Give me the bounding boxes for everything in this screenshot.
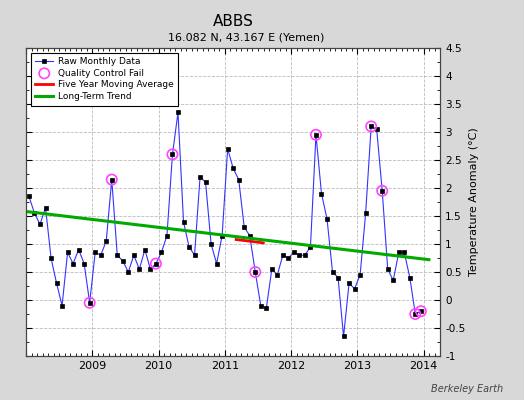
Quality Control Fail: [417, 308, 425, 314]
Quality Control Fail: [378, 188, 386, 194]
Line: Five Year Moving Average: Five Year Moving Average: [236, 240, 264, 243]
Line: Raw Monthly Data: Raw Monthly Data: [27, 111, 422, 338]
Raw Monthly Data: [296, 253, 302, 258]
Y-axis label: Temperature Anomaly (°C): Temperature Anomaly (°C): [470, 128, 479, 276]
Quality Control Fail: [411, 311, 420, 317]
Raw Monthly Data: [175, 110, 181, 115]
Raw Monthly Data: [252, 270, 258, 274]
Text: Berkeley Earth: Berkeley Earth: [431, 384, 503, 394]
Text: 16.082 N, 43.167 E (Yemen): 16.082 N, 43.167 E (Yemen): [168, 33, 324, 43]
Legend: Raw Monthly Data, Quality Control Fail, Five Year Moving Average, Long-Term Tren: Raw Monthly Data, Quality Control Fail, …: [31, 52, 178, 106]
Quality Control Fail: [168, 151, 177, 158]
Quality Control Fail: [107, 176, 116, 183]
Quality Control Fail: [312, 132, 320, 138]
Raw Monthly Data: [158, 250, 165, 255]
Quality Control Fail: [367, 123, 375, 130]
Five Year Moving Average: [260, 240, 267, 245]
Five Year Moving Average: [233, 237, 239, 242]
Raw Monthly Data: [280, 253, 286, 258]
Quality Control Fail: [152, 260, 160, 267]
Raw Monthly Data: [418, 309, 424, 314]
Raw Monthly Data: [396, 250, 402, 255]
Quality Control Fail: [85, 300, 94, 306]
Raw Monthly Data: [341, 334, 347, 339]
Raw Monthly Data: [26, 194, 32, 199]
Quality Control Fail: [251, 269, 259, 275]
Title: ABBS: ABBS: [213, 14, 254, 29]
Raw Monthly Data: [81, 261, 88, 266]
